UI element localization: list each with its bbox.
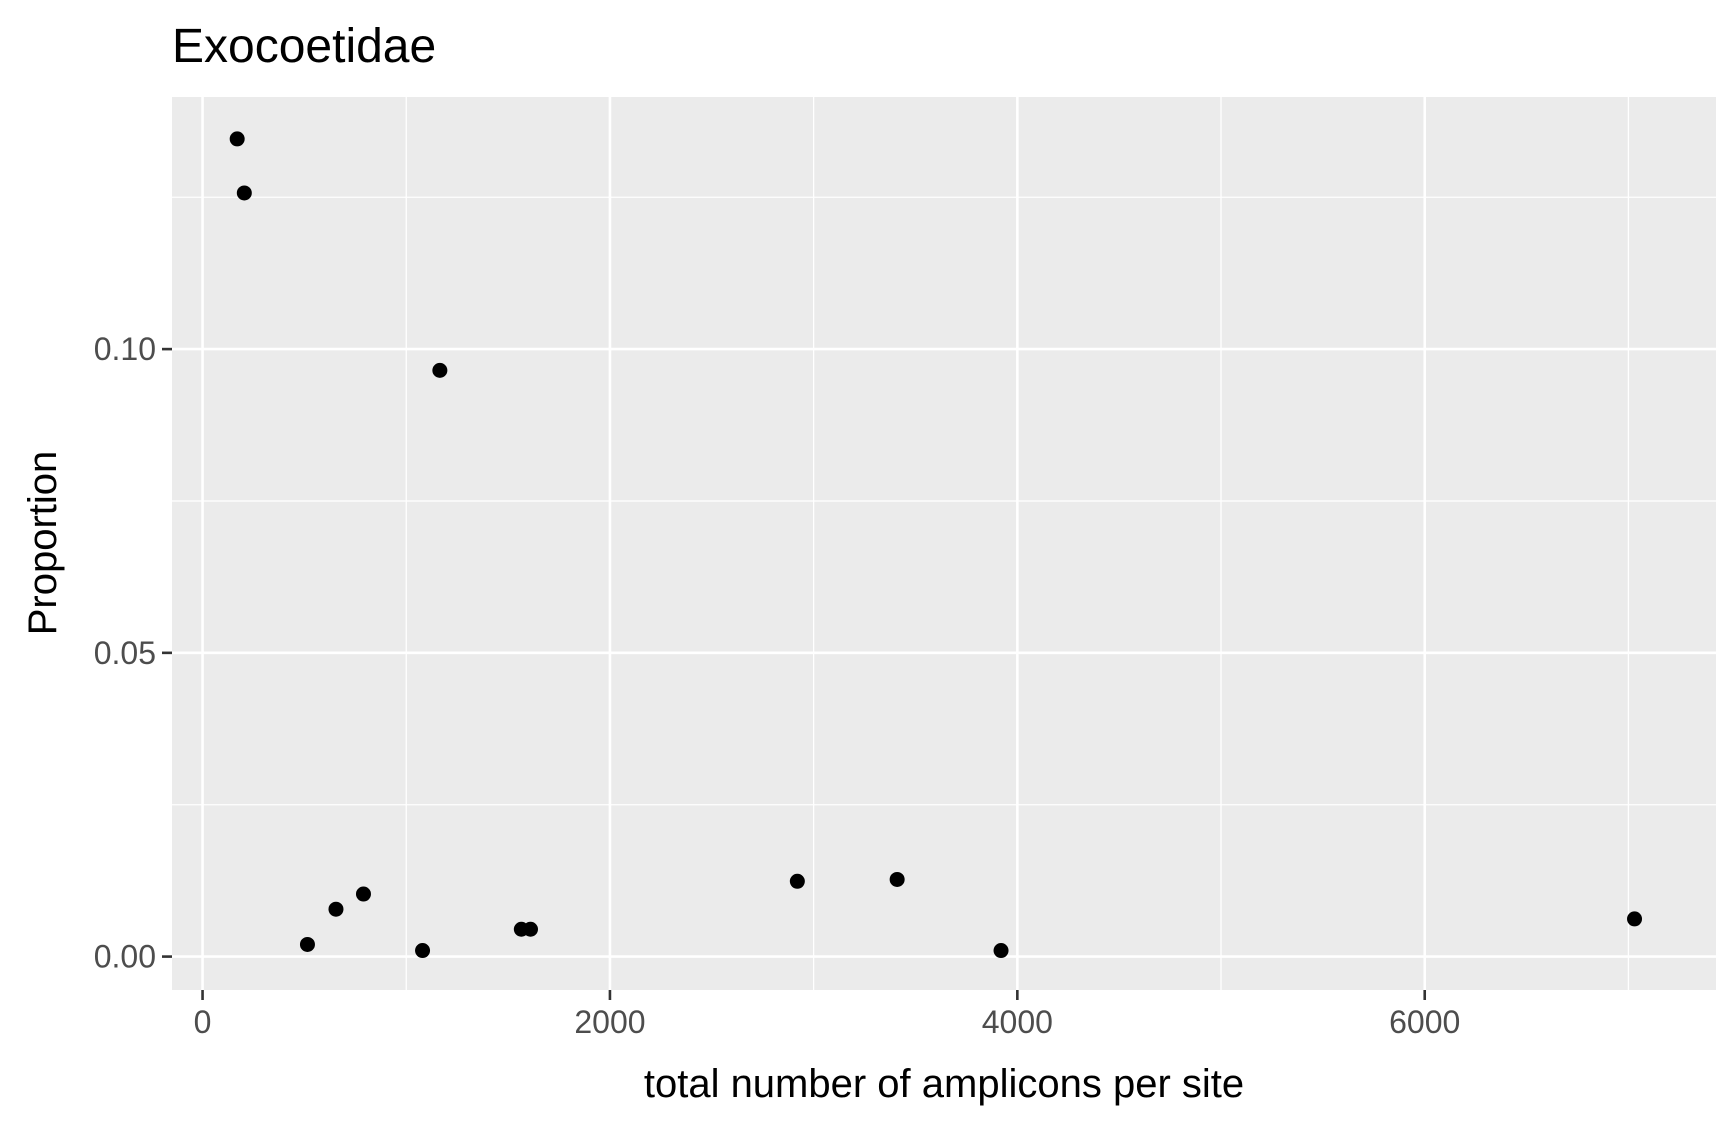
axis-ticks: 0 2000 4000 6000 0.00 0.05 0.10 (94, 331, 1461, 1040)
data-point-1 (236, 185, 252, 201)
x-tick-label-3: 6000 (1389, 1004, 1460, 1040)
x-tick-label-0: 0 (194, 1004, 212, 1040)
x-tick-label-2: 4000 (982, 1004, 1053, 1040)
x-tick-label-1: 2000 (574, 1004, 645, 1040)
data-point-3 (328, 901, 344, 917)
y-tick-label-0: 0.00 (94, 939, 156, 975)
gridlines (172, 97, 1716, 990)
y-axis-title: Proportion (21, 451, 65, 636)
data-point-4 (355, 886, 371, 902)
y-tick-label-2: 0.10 (94, 331, 156, 367)
data-point-8 (523, 921, 539, 937)
data-points (229, 131, 1643, 959)
chart-title: Exocoetidae (172, 20, 436, 73)
data-point-5 (415, 943, 431, 959)
data-point-10 (889, 871, 905, 887)
data-point-9 (789, 873, 805, 889)
data-point-11 (993, 943, 1009, 959)
data-point-0 (229, 131, 245, 147)
y-tick-label-1: 0.05 (94, 635, 156, 671)
data-point-12 (1627, 911, 1643, 927)
x-axis-title: total number of amplicons per site (644, 1062, 1244, 1106)
data-point-2 (299, 936, 315, 952)
plot-panel (172, 97, 1716, 990)
data-point-6 (432, 362, 448, 378)
